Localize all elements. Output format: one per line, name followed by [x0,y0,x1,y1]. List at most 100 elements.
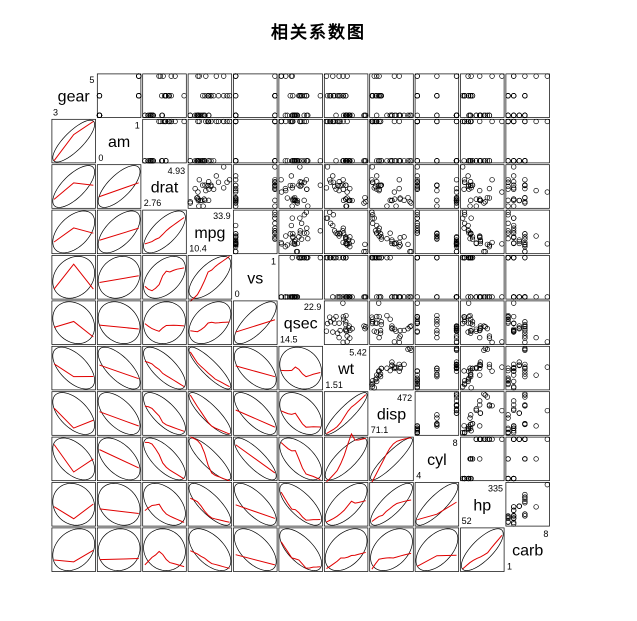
data-point [414,222,420,229]
data-point [374,73,380,79]
data-point [330,329,336,335]
data-point [304,255,310,261]
panel-frame [187,73,233,118]
data-point [289,240,295,246]
loess-line [99,411,139,427]
data-point [233,189,239,195]
data-point [473,294,479,300]
correlation-ellipse [97,483,141,526]
data-point [468,215,474,221]
data-point [414,173,420,179]
data-point [159,158,166,164]
panel-frame [505,482,550,527]
correlation-ellipse [52,483,95,526]
data-point [378,319,384,325]
scatter-cell-gear-hp [460,73,505,118]
data-point [511,182,517,188]
data-point [469,236,476,242]
correlation-ellipse [143,210,186,254]
data-point [414,209,420,215]
data-point [294,200,300,206]
scatter-cell-gear-wt [323,73,369,118]
loess-line [99,558,139,561]
loess-line [99,508,139,515]
data-point [195,73,201,79]
data-point [522,456,528,462]
data-point [434,294,440,300]
panel-frame [278,391,323,436]
panel-frame [233,164,278,209]
data-point [192,112,198,118]
data-point [233,241,239,247]
data-point [233,244,239,250]
data-point [374,378,380,385]
panel-frame [323,436,369,482]
ellipse-cell-hp-gear [51,482,96,527]
max-tick-vs: 1 [271,257,276,267]
panel-frame [505,436,550,482]
data-point [336,187,342,194]
scatter-cell-mpg-carb [505,209,550,255]
data-point [522,158,528,164]
data-point [349,294,355,300]
data-point [467,230,474,236]
data-point [330,179,337,185]
correlation-ellipse [461,528,504,571]
data-point [378,234,384,240]
data-point [384,312,390,319]
ellipse-cell-cyl-drat [142,436,187,482]
data-point [224,93,230,99]
data-point [374,173,380,179]
data-point [330,294,336,300]
data-point [522,177,528,183]
data-point [376,294,382,300]
data-point [489,368,495,374]
data-point [453,197,460,203]
data-point [336,320,342,326]
panel-frame [142,255,187,300]
data-point [482,294,488,300]
panel-frame [187,345,233,391]
data-point [336,294,342,300]
data-point [148,112,154,118]
data-point [172,73,178,79]
data-point [397,195,403,201]
ellipse-cell-cyl-wt [323,432,369,483]
data-point [516,238,522,245]
data-point [344,189,350,195]
data-point [533,335,539,341]
panel-frame [278,527,323,572]
ellipse-cell-carb-vs [233,527,278,572]
data-point [505,118,511,125]
data-point [272,118,278,125]
data-point [522,244,528,250]
scatter-cell-drat-hp [460,164,505,209]
data-point [477,359,484,365]
data-point [453,394,460,400]
data-point [484,394,491,400]
data-point [544,436,550,442]
data-point [469,421,476,427]
loess-line [326,500,366,523]
data-point [544,73,550,79]
scatter-cell-vs-disp [369,255,414,300]
data-point [467,179,474,185]
loess-line [144,217,185,245]
data-point [522,333,528,339]
data-point [414,372,420,378]
data-point [407,294,413,300]
data-point [396,118,402,125]
min-tick-mpg: 10.4 [189,244,207,254]
ellipse-cell-mpg-drat [142,209,187,255]
data-point [221,73,227,79]
loess-line [235,365,276,378]
panel-frame [96,209,142,255]
data-point [272,234,278,240]
data-point [489,239,495,246]
variable-label-qsec: qsec [284,316,318,333]
data-point [384,158,390,164]
data-point [369,177,375,183]
data-point [505,519,511,525]
scatter-cell-mpg-vs [233,209,278,255]
ellipse-cell-wt-am [96,345,142,391]
